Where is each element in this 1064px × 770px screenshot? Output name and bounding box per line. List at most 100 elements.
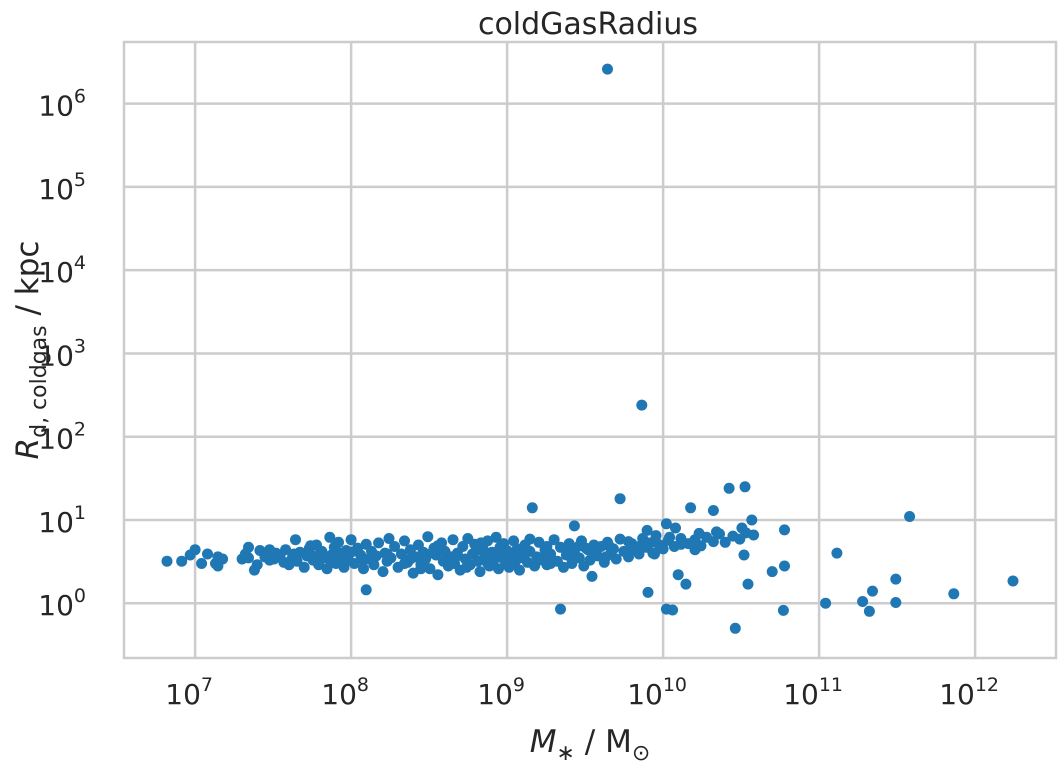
- data-point: [1007, 575, 1019, 587]
- data-point: [707, 505, 719, 516]
- y-tick-base: 10: [38, 90, 74, 123]
- data-point: [395, 548, 407, 560]
- data-point: [494, 548, 506, 560]
- data-point: [586, 570, 598, 582]
- data-point: [482, 558, 494, 569]
- data-point: [742, 578, 754, 590]
- data-point: [333, 536, 344, 548]
- data-point: [432, 569, 444, 581]
- data-point: [649, 548, 660, 560]
- data-point: [820, 597, 832, 609]
- data-point: [264, 554, 276, 566]
- y-tick-exponent: 0: [74, 585, 86, 607]
- data-point: [305, 540, 317, 552]
- data-point: [586, 546, 598, 558]
- data-point: [904, 511, 916, 522]
- data-point: [610, 553, 622, 565]
- data-point: [642, 586, 654, 598]
- data-point: [424, 563, 436, 575]
- data-point: [719, 536, 731, 548]
- y-tick-label: 105: [38, 169, 86, 206]
- data-point: [707, 536, 719, 548]
- x-tick-exponent: 7: [201, 674, 213, 696]
- data-point: [623, 536, 634, 548]
- data-point: [657, 543, 669, 555]
- data-point: [739, 481, 751, 493]
- data-point: [432, 540, 444, 552]
- data-point: [358, 563, 369, 575]
- data-point: [675, 538, 687, 550]
- data-point: [514, 552, 525, 564]
- grid-lines: [124, 42, 1056, 658]
- y-axis-label-subscript: d, coldgas: [27, 325, 52, 438]
- y-tick-base: 10: [38, 423, 74, 456]
- data-point: [766, 566, 778, 578]
- data-point: [217, 553, 229, 565]
- data-point: [729, 622, 741, 634]
- data-point: [324, 531, 336, 543]
- data-point: [196, 558, 208, 569]
- data-point: [748, 529, 760, 541]
- data-point: [863, 605, 875, 617]
- data-point: [345, 546, 357, 558]
- x-tick-labels: 107 108 109 1010 1011 1012: [165, 674, 999, 711]
- data-point: [746, 514, 758, 526]
- data-point: [348, 558, 360, 569]
- data-point: [779, 560, 790, 572]
- y-tick-label: 101: [38, 502, 86, 539]
- data-point: [422, 531, 434, 543]
- data-point: [660, 518, 672, 530]
- data-point: [290, 534, 301, 546]
- data-point: [736, 522, 748, 534]
- data-point: [541, 541, 553, 552]
- x-axis-label-unit-subscript: ⊙: [632, 741, 650, 766]
- data-point: [641, 524, 653, 536]
- data-points: [161, 63, 1019, 634]
- data-point: [777, 604, 789, 616]
- x-tick-exponent: 11: [819, 674, 843, 696]
- x-tick-exponent: 9: [513, 674, 525, 696]
- data-point: [693, 527, 705, 539]
- data-point: [545, 558, 557, 569]
- y-tick-base: 10: [38, 589, 74, 622]
- x-tick-label: 1012: [939, 674, 999, 711]
- plot-frame: [122, 40, 1058, 660]
- data-point: [358, 554, 369, 566]
- y-axis-label-symbol: R: [10, 438, 46, 460]
- data-point: [667, 604, 679, 616]
- data-point: [867, 585, 878, 597]
- data-point: [568, 520, 580, 532]
- data-point: [461, 561, 473, 573]
- data-point: [373, 537, 385, 549]
- y-tick-exponent: 1: [74, 502, 86, 524]
- x-tick-base: 10: [321, 678, 357, 711]
- data-point: [650, 536, 662, 548]
- data-point: [600, 551, 612, 563]
- data-point: [377, 566, 389, 578]
- data-point: [526, 502, 538, 514]
- data-point: [514, 564, 525, 576]
- y-tick-label: 106: [38, 86, 86, 123]
- data-point: [566, 553, 578, 565]
- data-point: [457, 541, 469, 552]
- data-point: [280, 544, 292, 556]
- data-point: [176, 555, 188, 567]
- data-point: [288, 548, 300, 560]
- data-point: [298, 561, 310, 573]
- data-point: [890, 573, 902, 585]
- y-tick-exponent: 2: [74, 419, 86, 441]
- data-point: [711, 526, 722, 538]
- data-point: [415, 563, 427, 575]
- data-point: [490, 531, 502, 543]
- y-tick-label: 103: [38, 335, 86, 372]
- data-point: [555, 603, 566, 615]
- y-tick-base: 10: [38, 256, 74, 289]
- data-point: [381, 548, 393, 560]
- data-point: [389, 541, 401, 552]
- data-point: [603, 540, 615, 552]
- x-tick-exponent: 12: [975, 674, 999, 696]
- y-tick-exponent: 4: [74, 252, 86, 274]
- data-point: [614, 493, 626, 505]
- data-point: [670, 522, 681, 534]
- data-point: [189, 544, 201, 556]
